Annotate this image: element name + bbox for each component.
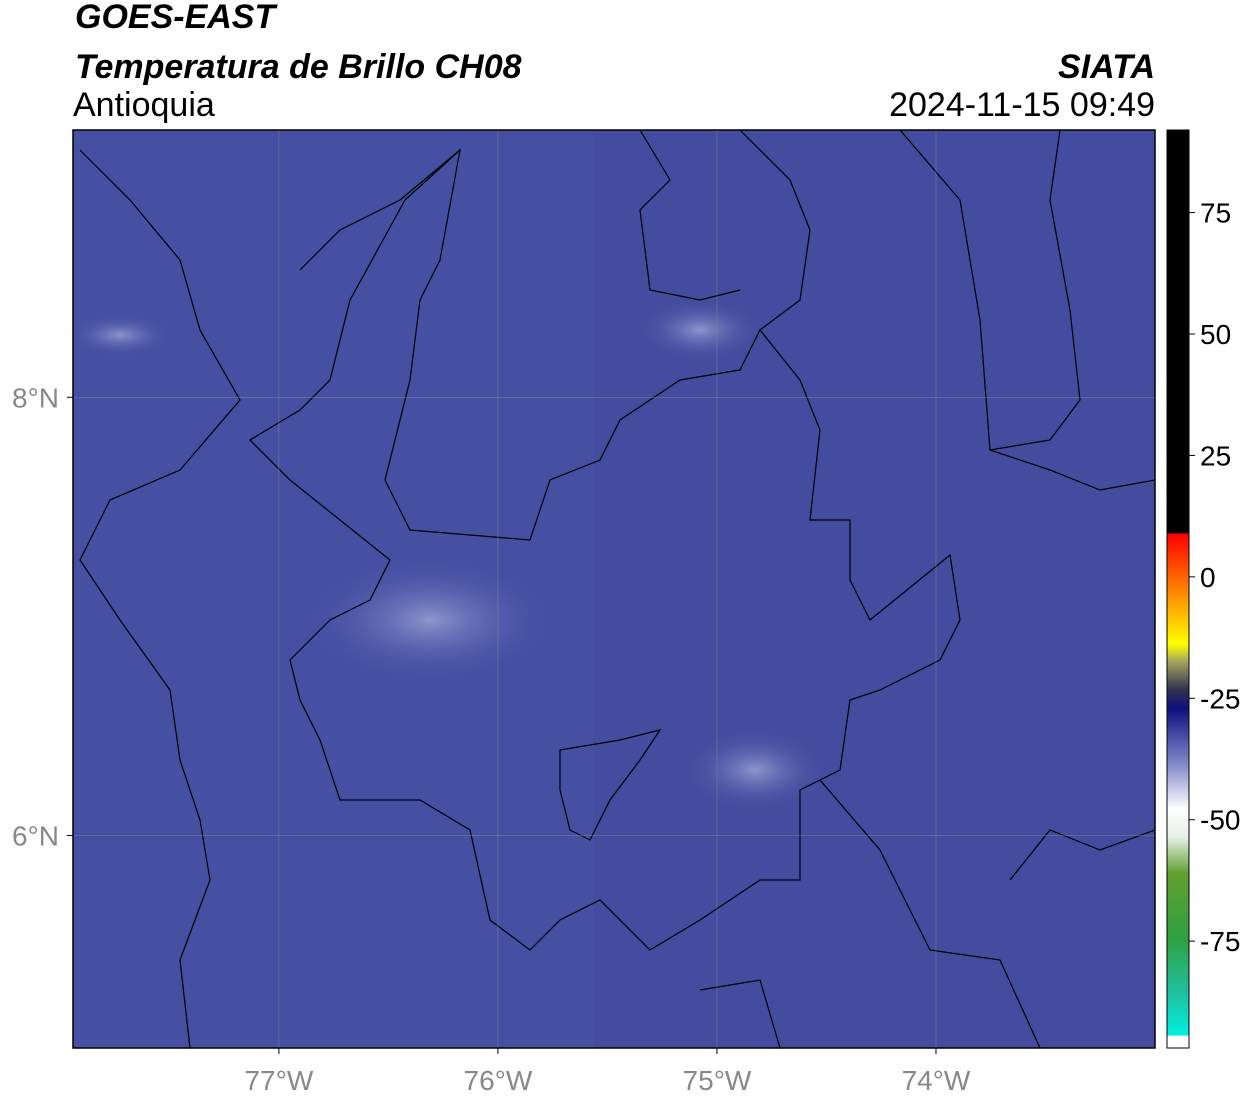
colorbar-tick-label: 0	[1200, 562, 1216, 593]
x-tick-label: 77°W	[244, 1065, 313, 1096]
colorbar-tick-label: -50	[1200, 805, 1240, 836]
x-tick-label: 75°W	[683, 1065, 752, 1096]
map	[70, 129, 1156, 1049]
x-tick-label: 76°W	[464, 1065, 533, 1096]
border	[639, 129, 811, 331]
cloud	[70, 315, 170, 355]
colorbar	[1166, 129, 1190, 1049]
x-tick-label: 74°W	[902, 1065, 971, 1096]
y-tick-label: 6°N	[12, 820, 59, 851]
antioquia-border	[249, 148, 961, 951]
borders	[79, 129, 1156, 1049]
inner-border	[559, 729, 662, 841]
colorbar-tick-label: 50	[1200, 319, 1231, 350]
colorbar-tick-label: -25	[1200, 683, 1240, 714]
cloud	[685, 730, 825, 810]
source: SIATA	[1058, 48, 1155, 86]
colorbar-tick-label: -75	[1200, 926, 1240, 957]
map-frame	[72, 129, 1156, 1049]
product: Temperatura de Brillo CH08	[75, 48, 522, 86]
colorbar-tick-label: 25	[1200, 440, 1231, 471]
datetime: 2024-11-15 09:49	[889, 86, 1155, 124]
cloud	[310, 560, 550, 680]
cloud	[640, 300, 760, 360]
colorbar-tick-label: 75	[1200, 198, 1231, 229]
border	[299, 149, 1156, 1049]
y-tick-label: 8°N	[12, 382, 59, 413]
coast	[79, 149, 241, 1049]
satellite: GOES-EAST	[75, 0, 278, 36]
region: Antioquia	[73, 86, 215, 124]
border	[899, 129, 1156, 491]
